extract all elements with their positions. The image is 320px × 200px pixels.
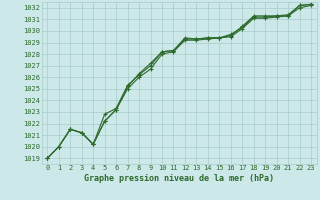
X-axis label: Graphe pression niveau de la mer (hPa): Graphe pression niveau de la mer (hPa) bbox=[84, 174, 274, 183]
